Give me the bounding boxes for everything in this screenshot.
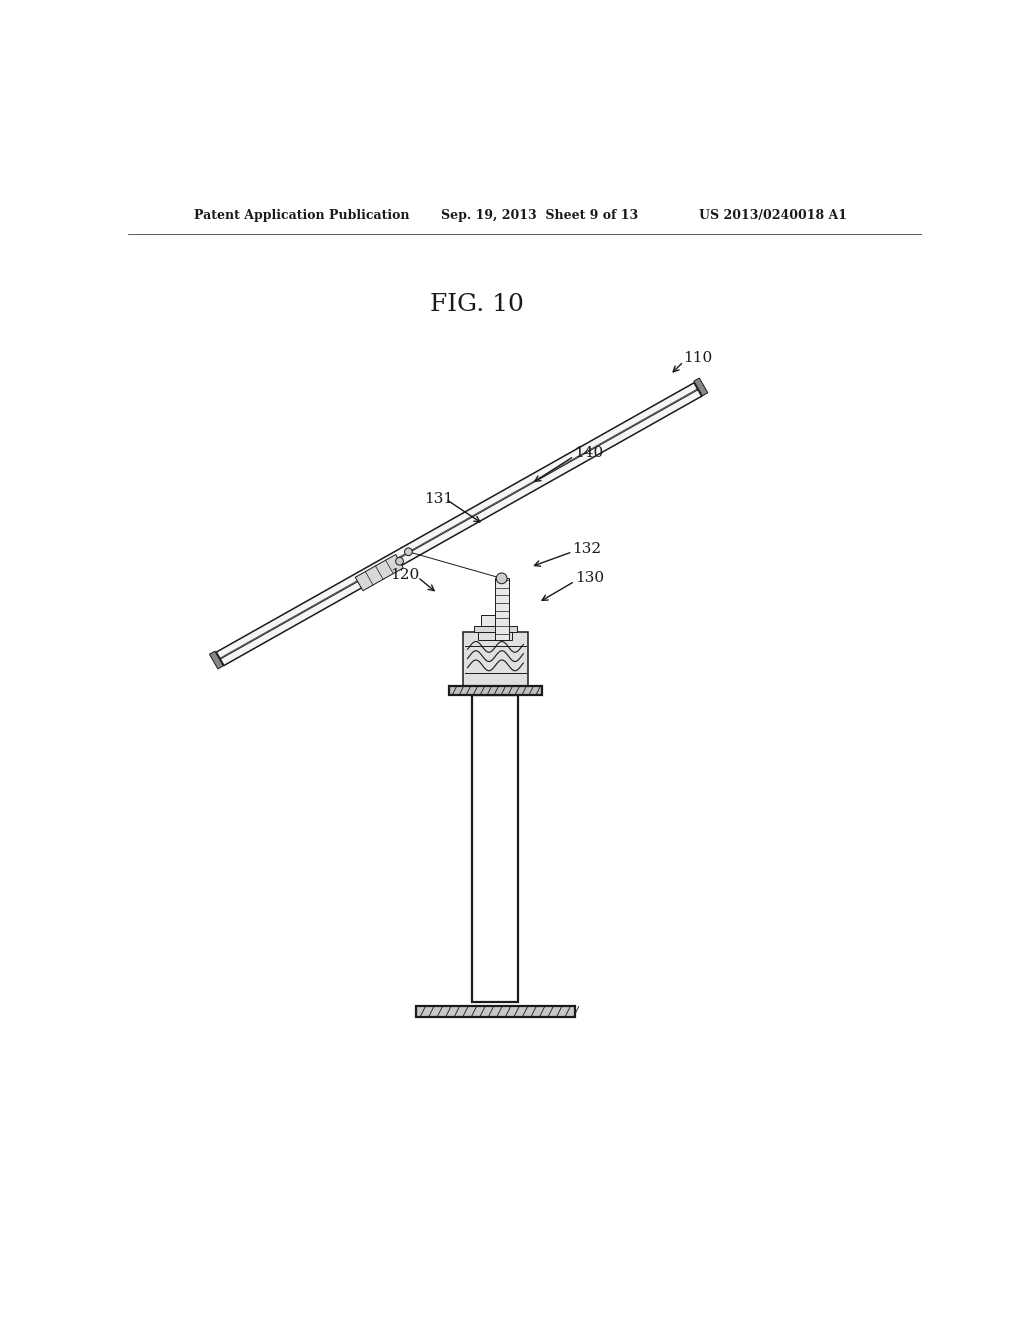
Text: Patent Application Publication: Patent Application Publication	[194, 209, 410, 222]
Polygon shape	[694, 378, 708, 396]
Circle shape	[497, 573, 507, 583]
Text: 130: 130	[574, 572, 604, 585]
Text: Sep. 19, 2013  Sheet 9 of 13: Sep. 19, 2013 Sheet 9 of 13	[441, 209, 639, 222]
Bar	[463, 632, 528, 686]
Polygon shape	[216, 383, 701, 665]
Circle shape	[395, 557, 403, 565]
Bar	[472, 696, 518, 1002]
Text: 140: 140	[574, 446, 603, 461]
Bar	[449, 686, 542, 696]
Polygon shape	[355, 554, 403, 591]
Bar	[416, 1006, 574, 1018]
Text: FIG. 10: FIG. 10	[430, 293, 524, 317]
Text: 120: 120	[390, 568, 419, 582]
Circle shape	[404, 548, 413, 556]
Text: 131: 131	[424, 492, 454, 506]
Bar	[495, 578, 509, 640]
Text: US 2013/0240018 A1: US 2013/0240018 A1	[699, 209, 848, 222]
Text: 110: 110	[684, 351, 713, 364]
Bar	[474, 626, 517, 632]
Polygon shape	[210, 651, 223, 669]
Bar	[478, 632, 512, 640]
Bar	[481, 615, 509, 626]
Text: 132: 132	[572, 541, 601, 556]
